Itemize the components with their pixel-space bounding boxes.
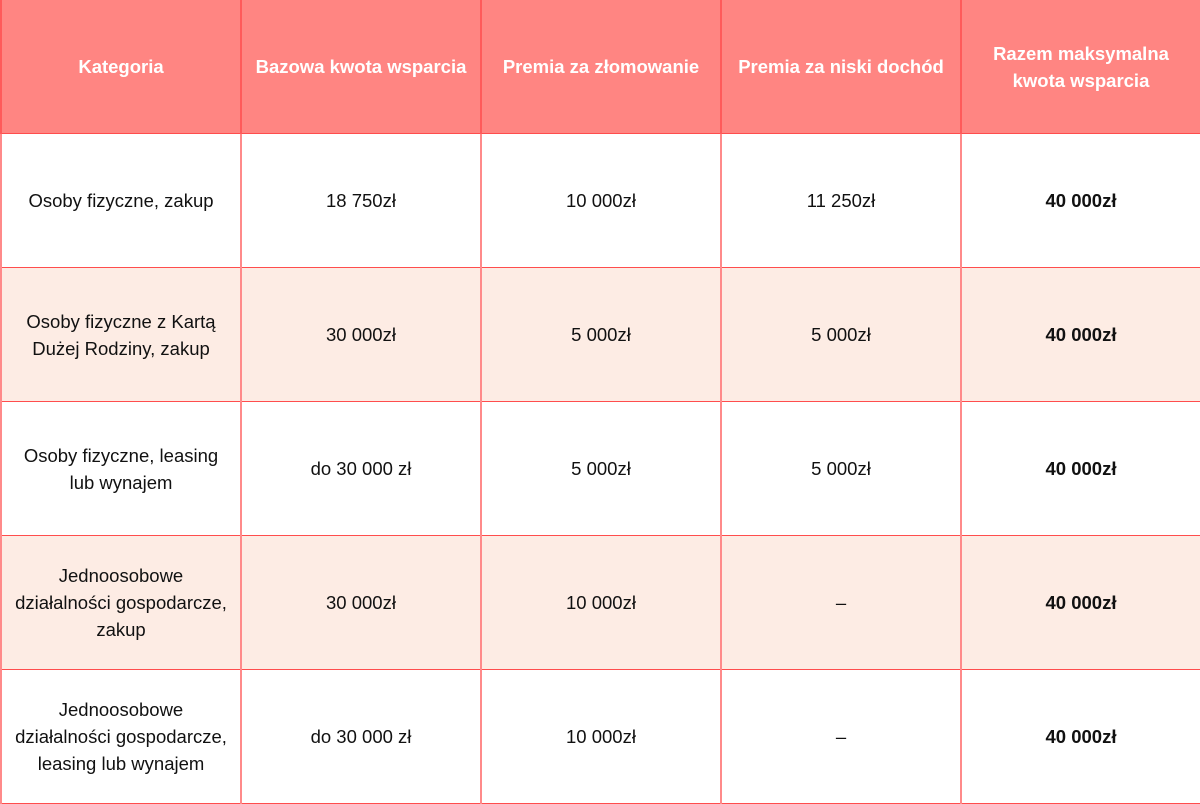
table-row: Osoby fizyczne z Kartą Dużej Rodziny, za… bbox=[0, 267, 1200, 402]
low-income-bonus-cell: 11 250zł bbox=[720, 133, 962, 268]
total-cell: 40 000zł bbox=[960, 535, 1200, 670]
category-cell: Jednoosobowe działalności gospodarcze, z… bbox=[0, 535, 242, 670]
table-row: Jednoosobowe działalności gospodarcze, z… bbox=[0, 535, 1200, 670]
base-amount-cell: 18 750zł bbox=[240, 133, 482, 268]
scrapping-bonus-cell: 5 000zł bbox=[480, 267, 722, 402]
header-base-amount: Bazowa kwota wsparcia bbox=[240, 0, 482, 134]
header-row: Kategoria Bazowa kwota wsparcia Premia z… bbox=[0, 0, 1200, 134]
base-amount-cell: do 30 000 zł bbox=[240, 401, 482, 536]
header-low-income-bonus: Premia za niski dochód bbox=[720, 0, 962, 134]
header-category: Kategoria bbox=[0, 0, 242, 134]
category-cell: Osoby fizyczne, leasing lub wynajem bbox=[0, 401, 242, 536]
scrapping-bonus-cell: 10 000zł bbox=[480, 535, 722, 670]
base-amount-cell: 30 000zł bbox=[240, 267, 482, 402]
scrapping-bonus-cell: 10 000zł bbox=[480, 133, 722, 268]
low-income-bonus-cell: – bbox=[720, 535, 962, 670]
base-amount-cell: 30 000zł bbox=[240, 535, 482, 670]
table-row: Osoby fizyczne, zakup 18 750zł 10 000zł 11 … bbox=[0, 133, 1200, 268]
scrapping-bonus-cell: 10 000zł bbox=[480, 669, 722, 804]
header-scrapping-bonus: Premia za złomowanie bbox=[480, 0, 722, 134]
table-row: Osoby fizyczne, leasing lub wynajem do 30… bbox=[0, 401, 1200, 536]
total-cell: 40 000zł bbox=[960, 669, 1200, 804]
total-cell: 40 000zł bbox=[960, 267, 1200, 402]
category-cell: Jednoosobowe działalności gospodarcze, l… bbox=[0, 669, 242, 804]
low-income-bonus-cell: 5 000zł bbox=[720, 401, 962, 536]
scrapping-bonus-cell: 5 000zł bbox=[480, 401, 722, 536]
category-cell: Osoby fizyczne, zakup bbox=[0, 133, 242, 268]
low-income-bonus-cell: – bbox=[720, 669, 962, 804]
base-amount-cell: do 30 000 zł bbox=[240, 669, 482, 804]
category-cell: Osoby fizyczne z Kartą Dużej Rodziny, za… bbox=[0, 267, 242, 402]
total-cell: 40 000zł bbox=[960, 133, 1200, 268]
low-income-bonus-cell: 5 000zł bbox=[720, 267, 962, 402]
header-total-max: Razem maksymalna kwota wsparcia bbox=[960, 0, 1200, 134]
table-row: Jednoosobowe działalności gospodarcze, l… bbox=[0, 669, 1200, 804]
total-cell: 40 000zł bbox=[960, 401, 1200, 536]
